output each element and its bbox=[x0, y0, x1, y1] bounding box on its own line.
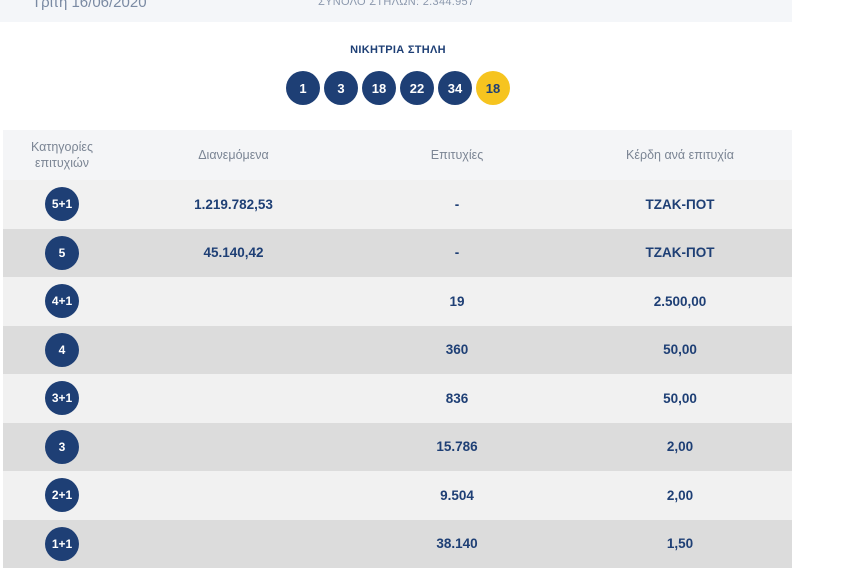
category-badge: 4+1 bbox=[45, 284, 79, 318]
number-ball: 22 bbox=[400, 71, 434, 105]
table-cell: 38.140 bbox=[346, 536, 568, 551]
header-cell: Κατηγορίες επιτυχιών bbox=[3, 139, 121, 171]
table-cell: 15.786 bbox=[346, 439, 568, 454]
cell-value: 360 bbox=[346, 342, 568, 357]
category-badge: 3 bbox=[45, 430, 79, 464]
table-cell: 4+1 bbox=[3, 284, 121, 318]
table-cell: 1.219.782,53 bbox=[121, 197, 346, 212]
cell-value: - bbox=[346, 245, 568, 260]
cell-value: ΤΖΑΚ-ΠΟΤ bbox=[568, 197, 792, 212]
table-cell: 5 bbox=[3, 236, 121, 270]
table-cell: 1,50 bbox=[568, 536, 792, 551]
number-ball: 34 bbox=[438, 71, 472, 105]
table-cell: 1+1 bbox=[3, 527, 121, 561]
table-cell: - bbox=[346, 197, 568, 212]
category-badge: 3+1 bbox=[45, 381, 79, 415]
cell-value: 2,00 bbox=[568, 488, 792, 503]
table-cell: 9.504 bbox=[346, 488, 568, 503]
joker-ball: 18 bbox=[476, 71, 510, 105]
header-label: Διανεμόμενα bbox=[121, 148, 346, 162]
winning-title: ΝΙΚΗΤΡΙΑ ΣΤΗΛΗ bbox=[0, 44, 796, 56]
cell-value: 15.786 bbox=[346, 439, 568, 454]
cell-value: 2.500,00 bbox=[568, 294, 792, 309]
cell-value: 9.504 bbox=[346, 488, 568, 503]
table-row: 5+1 1.219.782,53-ΤΖΑΚ-ΠΟΤ bbox=[3, 180, 792, 229]
table-cell: 4 bbox=[3, 333, 121, 367]
table-cell: 50,00 bbox=[568, 391, 792, 406]
category-badge: 5+1 bbox=[45, 187, 79, 221]
cell-value: 836 bbox=[346, 391, 568, 406]
table-cell: 19 bbox=[346, 294, 568, 309]
header-cell: Κέρδη ανά επιτυχία bbox=[568, 148, 792, 162]
draw-info-bar: Τρίτη 16/06/2020 ΣΥΝΟΛΟ ΣΤΗΛΩΝ: 2.344.95… bbox=[0, 0, 792, 22]
table-cell: 5+1 bbox=[3, 187, 121, 221]
category-badge: 2+1 bbox=[45, 478, 79, 512]
table-cell: ΤΖΑΚ-ΠΟΤ bbox=[568, 245, 792, 260]
table-cell: - bbox=[346, 245, 568, 260]
table-cell: 2,00 bbox=[568, 488, 792, 503]
table-cell: 3+1 bbox=[3, 381, 121, 415]
table-cell: ΤΖΑΚ-ΠΟΤ bbox=[568, 197, 792, 212]
cell-value: 50,00 bbox=[568, 342, 792, 357]
table-cell: 836 bbox=[346, 391, 568, 406]
total-columns: ΣΥΝΟΛΟ ΣΤΗΛΩΝ: 2.344.957 bbox=[318, 0, 474, 8]
category-badge: 5 bbox=[45, 236, 79, 270]
category-badge: 1+1 bbox=[45, 527, 79, 561]
cell-value: ΤΖΑΚ-ΠΟΤ bbox=[568, 245, 792, 260]
table-cell: 50,00 bbox=[568, 342, 792, 357]
table-cell: 45.140,42 bbox=[121, 245, 346, 260]
number-ball: 3 bbox=[324, 71, 358, 105]
draw-date: Τρίτη 16/06/2020 bbox=[32, 0, 147, 11]
cell-value: 19 bbox=[346, 294, 568, 309]
cell-value: 2,00 bbox=[568, 439, 792, 454]
table-cell: 2.500,00 bbox=[568, 294, 792, 309]
header-label: Επιτυχίες bbox=[346, 148, 568, 162]
cell-value: 1,50 bbox=[568, 536, 792, 551]
cell-value: - bbox=[346, 197, 568, 212]
table-cell: 2,00 bbox=[568, 439, 792, 454]
number-ball: 18 bbox=[362, 71, 396, 105]
number-ball: 1 bbox=[286, 71, 320, 105]
table-cell: 360 bbox=[346, 342, 568, 357]
category-badge: 4 bbox=[45, 333, 79, 367]
cell-value: 1.219.782,53 bbox=[121, 197, 346, 212]
cell-value: 50,00 bbox=[568, 391, 792, 406]
header-cell: Διανεμόμενα bbox=[121, 148, 346, 162]
header-label: Κατηγορίες επιτυχιών bbox=[27, 139, 97, 171]
table-row: 5 45.140,42-ΤΖΑΚ-ΠΟΤ bbox=[3, 229, 792, 278]
table-cell: 3 bbox=[3, 430, 121, 464]
header-label: Κέρδη ανά επιτυχία bbox=[568, 148, 792, 162]
header-cell: Επιτυχίες bbox=[346, 148, 568, 162]
cell-value: 45.140,42 bbox=[121, 245, 346, 260]
table-cell: 2+1 bbox=[3, 478, 121, 512]
cell-value: 38.140 bbox=[346, 536, 568, 551]
